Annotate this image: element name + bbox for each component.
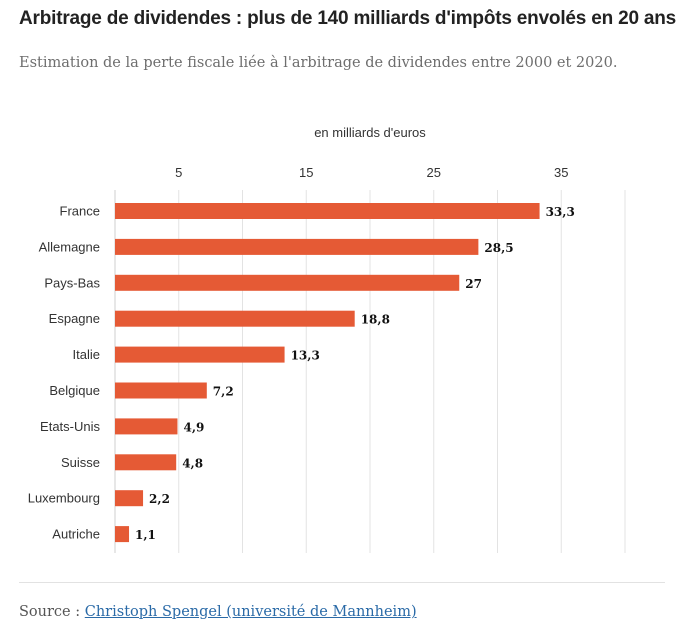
footer-divider — [19, 582, 665, 583]
x-tick-label: 15 — [299, 165, 313, 180]
value-label: 27 — [465, 277, 482, 291]
bar — [115, 418, 178, 435]
value-label: 4,9 — [183, 420, 204, 434]
bar — [115, 454, 177, 471]
value-label: 28,5 — [484, 241, 513, 255]
value-label: 13,3 — [291, 349, 320, 363]
category-label: France — [60, 204, 100, 219]
x-tick-label: 25 — [427, 165, 441, 180]
bar — [115, 274, 460, 291]
source-line: Source : Christoph Spengel (université d… — [19, 604, 417, 620]
value-label: 4,8 — [182, 456, 203, 470]
x-axis-title: en milliards d'euros — [314, 125, 426, 140]
value-label: 33,3 — [546, 205, 575, 219]
bar — [115, 382, 207, 399]
category-label: Suisse — [61, 455, 100, 470]
bar — [115, 238, 479, 255]
chart-subtitle: Estimation de la perte fiscale liée à l'… — [19, 55, 618, 71]
bar — [115, 526, 130, 543]
x-tick-label: 35 — [554, 165, 568, 180]
x-axis-ticks: 5 15 25 35 — [175, 165, 568, 180]
x-tick-label: 5 — [175, 165, 182, 180]
value-label: 1,1 — [135, 528, 156, 542]
category-label: Pays-Bas — [44, 275, 100, 290]
value-labels: 33,3 28,5 27 18,8 13,3 7,2 4,9 4,8 2,2 1,1 — [135, 205, 575, 542]
category-label: Etats-Unis — [40, 419, 100, 434]
chart-title: Arbitrage de dividendes : plus de 140 mi… — [19, 8, 677, 29]
bar — [115, 203, 540, 219]
category-label: Allemagne — [39, 239, 100, 254]
bar — [115, 346, 285, 363]
value-label: 7,2 — [213, 385, 234, 399]
bar — [115, 490, 144, 507]
category-label: Espagne — [49, 311, 100, 326]
category-label: Belgique — [49, 383, 100, 398]
category-labels: France Allemagne Pays-Bas Espagne Italie Belg… — [28, 204, 101, 542]
source-prefix: Source : — [19, 604, 85, 620]
bars — [115, 203, 540, 543]
value-label: 2,2 — [149, 492, 170, 506]
bar-chart: en milliards d'euros 5 15 25 35 France Allem… — [28, 125, 626, 553]
bar — [115, 310, 355, 327]
category-label: Italie — [73, 347, 100, 362]
value-label: 18,8 — [361, 313, 390, 327]
category-label: Autriche — [52, 527, 100, 542]
source-link[interactable]: Christoph Spengel (université de Mannhei… — [84, 604, 417, 620]
category-label: Luxembourg — [28, 491, 100, 506]
